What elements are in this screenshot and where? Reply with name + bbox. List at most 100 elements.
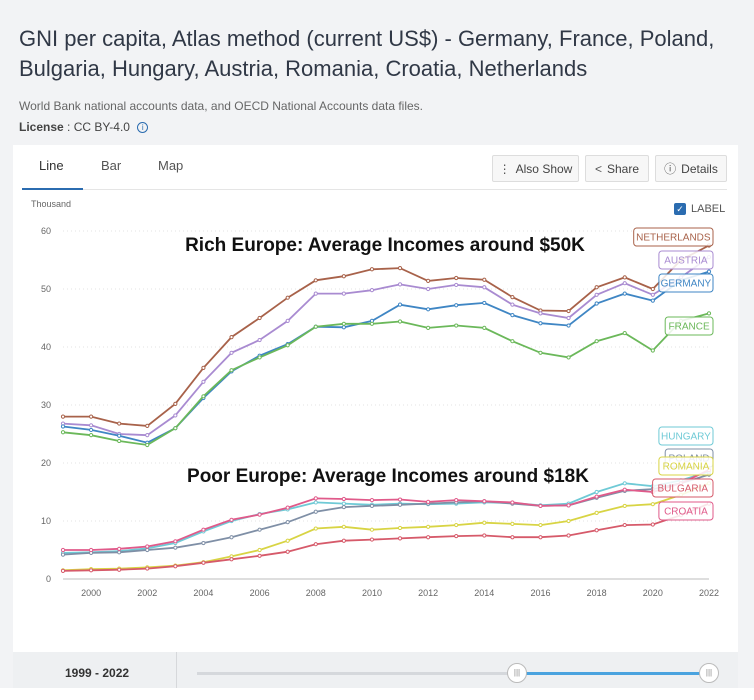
page-bottom — [0, 688, 754, 700]
tab-line[interactable]: Line — [39, 158, 64, 173]
series-label-box-austria — [658, 250, 714, 270]
data-point-poland — [117, 550, 122, 555]
data-point-austria — [341, 291, 346, 296]
also-show-label: Also Show — [515, 161, 573, 176]
data-point-croatia — [622, 487, 627, 492]
data-point-romania — [285, 538, 290, 543]
data-point-austria — [201, 379, 206, 384]
tab-map[interactable]: Map — [158, 158, 184, 173]
data-point-netherlands — [257, 315, 262, 321]
data-point-france — [173, 426, 178, 431]
data-point-romania — [538, 522, 543, 528]
data-point-austria — [285, 318, 290, 323]
data-point-poland — [313, 509, 318, 514]
data-point-netherlands — [426, 278, 431, 283]
also-show-button[interactable]: ⋮ Also Show — [492, 155, 579, 182]
data-point-austria — [650, 292, 655, 297]
active-tab-indicator — [22, 188, 83, 190]
data-point-bulgaria — [145, 566, 150, 571]
data-point-france — [369, 321, 375, 326]
details-button[interactable]: ⓘ Details — [655, 155, 727, 182]
series-line-netherlands — [63, 244, 710, 427]
series-label-box-croatia — [658, 501, 714, 521]
range-slider-fill — [517, 672, 709, 675]
data-point-netherlands — [313, 278, 318, 283]
data-point-germany — [397, 302, 403, 307]
data-point-romania — [482, 520, 487, 525]
x-tick-label: 2004 — [193, 588, 213, 598]
data-point-austria — [622, 281, 627, 286]
x-tick-label: 2010 — [362, 588, 382, 598]
data-point-france — [145, 442, 150, 448]
data-point-hungary — [594, 489, 599, 495]
data-point-croatia — [594, 494, 599, 499]
data-point-bulgaria — [538, 535, 543, 540]
data-point-bulgaria — [285, 549, 290, 554]
license-label: License — [19, 120, 64, 134]
range-slider-track[interactable] — [197, 672, 717, 675]
data-point-romania — [566, 518, 571, 524]
data-point-croatia — [341, 496, 346, 502]
info-icon[interactable]: i — [137, 122, 149, 134]
x-tick-label: 2018 — [587, 588, 607, 598]
data-point-germany — [454, 303, 459, 308]
data-point-netherlands — [341, 274, 346, 279]
checkbox-checked-icon[interactable]: ✓ — [674, 203, 686, 215]
series-label-netherlands: NETHERLANDS — [636, 233, 711, 244]
data-point-austria — [313, 291, 318, 296]
data-point-france — [341, 321, 346, 326]
data-point-croatia — [60, 547, 66, 553]
range-end-handle[interactable]: ||| — [699, 663, 719, 683]
data-point-germany — [566, 323, 571, 328]
series-label-bulgaria: BULGARIA — [658, 484, 709, 495]
data-point-netherlands — [60, 414, 66, 419]
data-point-poland — [145, 547, 150, 553]
data-point-austria — [454, 282, 459, 288]
data-point-netherlands — [117, 421, 122, 426]
data-point-france — [397, 319, 403, 324]
data-point-germany — [117, 433, 122, 438]
data-point-bulgaria — [510, 535, 515, 540]
data-point-germany — [482, 300, 487, 306]
data-point-poland — [60, 552, 66, 557]
data-point-bulgaria — [117, 567, 122, 572]
data-point-bulgaria — [650, 522, 655, 527]
data-point-france — [510, 339, 515, 344]
data-point-france — [117, 438, 122, 444]
tab-bar[interactable]: Bar — [101, 158, 122, 173]
data-point-france — [313, 324, 318, 329]
share-button[interactable]: < Share — [585, 155, 649, 182]
data-point-croatia — [173, 539, 178, 544]
data-point-france — [538, 350, 543, 355]
x-tick-label: 2008 — [306, 588, 326, 598]
x-tick-label: 2022 — [699, 588, 719, 598]
data-point-croatia — [454, 498, 459, 503]
data-point-romania — [369, 527, 375, 532]
data-point-netherlands — [566, 308, 571, 314]
data-point-romania — [510, 521, 515, 527]
series-label-germany: GERMANY — [661, 279, 712, 290]
data-point-netherlands — [173, 401, 178, 406]
data-point-croatia — [538, 503, 543, 509]
y-tick-label: 60 — [41, 226, 51, 236]
data-point-france — [88, 433, 94, 438]
data-point-france — [566, 355, 571, 360]
data-point-germany — [622, 291, 627, 296]
data-point-netherlands — [510, 295, 515, 300]
data-point-romania — [454, 522, 459, 528]
data-point-romania — [594, 510, 599, 515]
data-point-croatia — [257, 512, 262, 517]
data-point-netherlands — [650, 286, 655, 292]
data-point-croatia — [510, 500, 515, 505]
data-point-france — [622, 330, 627, 336]
data-point-bulgaria — [594, 528, 599, 533]
data-point-romania — [650, 502, 655, 507]
data-point-bulgaria — [60, 568, 66, 573]
range-start-handle[interactable]: ||| — [507, 663, 527, 683]
data-point-germany — [538, 321, 543, 326]
more-vertical-icon: ⋮ — [498, 161, 511, 176]
label-toggle[interactable]: ✓ LABEL — [674, 203, 725, 215]
share-icon: < — [594, 161, 602, 176]
data-point-france — [454, 323, 459, 328]
